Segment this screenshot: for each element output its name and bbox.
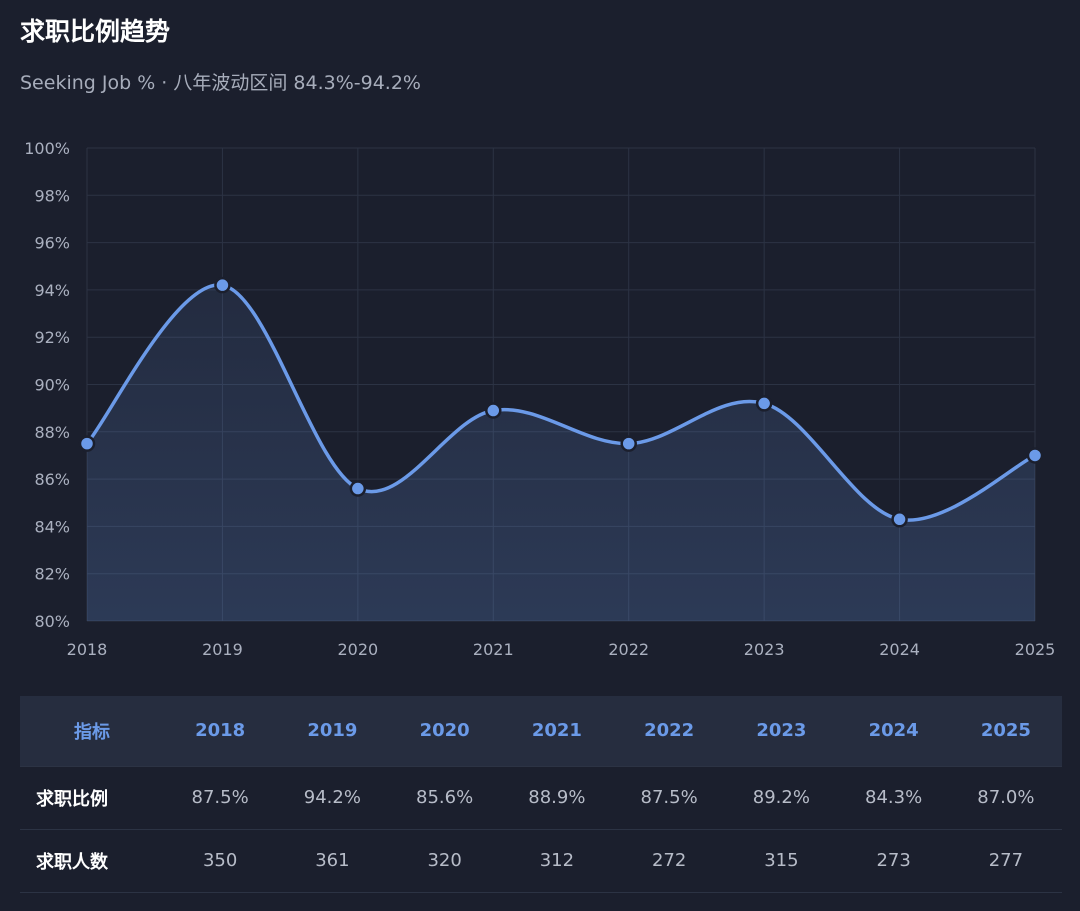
table-cell: 361: [315, 850, 350, 871]
table-header-row: 指标 2018 2019 2020 2021 2022 2023 2024 20…: [20, 696, 1062, 766]
table-cell: 272: [651, 850, 687, 871]
y-tick-label: 94%: [34, 281, 70, 300]
x-tick-label: 2019: [202, 640, 243, 659]
data-point: [1026, 447, 1044, 464]
table-cell: 320: [427, 850, 462, 871]
y-tick-label: 80%: [34, 612, 70, 631]
chart-subtitle: Seeking Job % · 八年波动区间 84.3%-94.2%: [20, 72, 421, 94]
table-header-cell: 2021: [531, 720, 582, 742]
data-points: [78, 276, 1044, 528]
row-label: 求职人数: [36, 851, 108, 873]
table-header-cell: 2025: [980, 720, 1031, 742]
x-tick-label: 2021: [473, 640, 514, 659]
table-cell: 315: [764, 850, 799, 871]
y-tick-label: 84%: [34, 517, 70, 536]
table-header-cell: 2020: [419, 720, 470, 742]
table-cell: 85.6%: [416, 787, 474, 808]
series-area: [87, 284, 1035, 621]
table-cell: 94.2%: [303, 787, 361, 808]
table-cell: 350: [202, 850, 238, 871]
y-tick-label: 82%: [34, 565, 70, 584]
data-point: [485, 402, 502, 419]
x-tick-label: 2025: [1015, 640, 1056, 659]
table-header-cell: 2024: [868, 720, 919, 742]
row-label: 求职比例: [36, 788, 108, 810]
y-tick-label: 90%: [34, 376, 70, 395]
y-tick-label: 100%: [24, 139, 70, 158]
table-cell: 277: [988, 850, 1024, 871]
data-point: [620, 435, 637, 452]
table-cell: 89.2%: [752, 787, 810, 808]
chart-title: 求职比例趋势: [20, 17, 171, 46]
table-row: 求职人数 350 361 320 312 272 315 273 277: [20, 829, 1062, 892]
table-cell: 312: [539, 850, 575, 871]
x-tick-label: 2022: [608, 640, 649, 659]
x-axis-ticks: 2018 2019 2020 2021 2022 2023 2024 2025: [67, 640, 1056, 659]
area-fill: [87, 284, 1035, 621]
x-tick-label: 2023: [744, 640, 785, 659]
table-row: 求职比例 87.5% 94.2% 85.6% 88.9% 87.5% 89.2%…: [20, 766, 1062, 829]
data-point: [755, 395, 773, 412]
table-header-cell: 2019: [307, 720, 358, 742]
data-point: [891, 511, 908, 528]
y-tick-label: 86%: [34, 470, 70, 489]
table-header-cell: 2022: [644, 720, 695, 742]
table-cell: 87.0%: [977, 787, 1035, 808]
table-header-cell: 2023: [756, 720, 807, 742]
data-point: [214, 276, 231, 294]
table-cell: 87.5%: [640, 787, 698, 808]
data-point: [349, 480, 367, 497]
table-header-cell: 2018: [195, 720, 246, 742]
table-cell: 87.5%: [191, 787, 249, 808]
y-tick-label: 92%: [34, 328, 70, 347]
x-tick-label: 2024: [879, 640, 920, 659]
data-table: 指标 2018 2019 2020 2021 2022 2023 2024 20…: [20, 696, 1062, 893]
table-cell: 84.3%: [865, 787, 923, 808]
y-axis-ticks: 80% 82% 84% 86% 88% 90% 92% 94% 96% 98% 100%: [24, 139, 70, 631]
x-tick-label: 2020: [337, 640, 378, 659]
y-tick-label: 96%: [34, 234, 70, 253]
y-tick-label: 98%: [34, 186, 70, 205]
table-cell: 273: [876, 850, 911, 871]
data-point: [78, 435, 96, 452]
y-tick-label: 88%: [34, 423, 70, 442]
x-tick-label: 2018: [67, 640, 108, 659]
line-chart: 80%82%84%86%88%90%92%94%96%98%100% 2018 2…: [24, 139, 1056, 659]
table-cell: 88.9%: [528, 787, 586, 808]
table-header-cell: 指标: [74, 721, 110, 743]
